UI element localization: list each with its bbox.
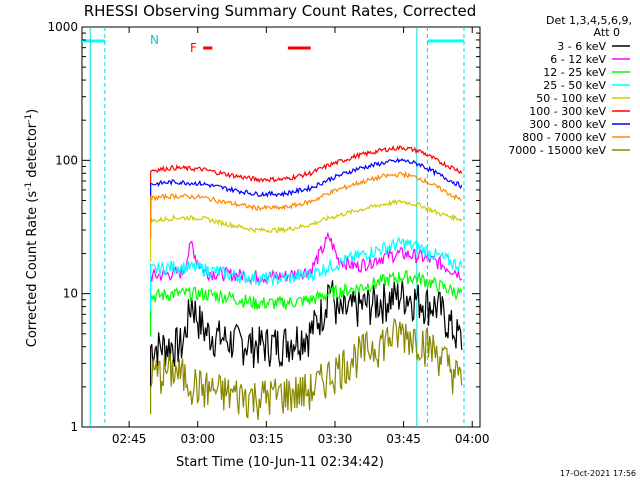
flag-label: F [190, 41, 197, 55]
plot-overlays [82, 27, 465, 427]
y-axis-label-part-1: Corrected Count Rate (s [25, 191, 40, 348]
series-line-5 [150, 144, 463, 211]
y-tick-label-0: 1 [70, 420, 78, 434]
x-tick-label-4: 03:45 [386, 432, 421, 446]
series-line-8 [150, 317, 463, 420]
series-line-6 [150, 157, 463, 225]
series-line-3 [150, 235, 463, 311]
legend-label-8: 7000 - 15000 keV [508, 144, 606, 157]
y-axis-label-sup-1: -1 [24, 182, 34, 191]
x-tick-label-0: 02:45 [112, 432, 147, 446]
footer-date: 17-Oct-2021 17:56 [560, 469, 636, 478]
x-axis-label: Start Time (10-Jun-11 02:34:42) [176, 455, 384, 470]
data-series [150, 144, 463, 420]
legend-header-line-2: Att 0 [594, 26, 620, 39]
legend-header-line-1: Det 1,3,4,5,6,9, [546, 14, 632, 27]
y-axis-label-part-2: detector [25, 122, 40, 182]
legend-label-3: 25 - 50 keV [543, 79, 606, 92]
chart-title: RHESSI Observing Summary Count Rates, Co… [84, 2, 477, 20]
series-line-4 [150, 198, 463, 262]
legend-label-1: 6 - 12 keV [550, 53, 606, 66]
axis-ticks: 02:45 03:00 03:15 03:30 03:45 04:00 1 10 100 1000 [47, 20, 489, 446]
y-axis-label-part-3: ) [25, 109, 40, 114]
y-axis-label-sup-2: -1 [24, 114, 34, 123]
legend-label-0: 3 - 6 keV [557, 40, 606, 53]
y-axis-label: Corrected Count Rate (s-1 detector-1) [24, 109, 40, 347]
y-tick-label-2: 100 [55, 153, 78, 167]
x-tick-label-5: 04:00 [455, 432, 490, 446]
x-tick-label-3: 03:30 [318, 432, 353, 446]
series-line-7 [150, 170, 462, 239]
x-tick-label-2: 03:15 [249, 432, 284, 446]
legend-label-6: 300 - 800 keV [529, 118, 606, 131]
legend-label-2: 12 - 25 keV [543, 66, 606, 79]
y-tick-label-3: 1000 [47, 20, 78, 34]
x-tick-label-1: 03:00 [180, 432, 215, 446]
legend-label-5: 100 - 300 keV [529, 105, 606, 118]
night-label: N [150, 33, 159, 47]
y-tick-label-1: 10 [63, 287, 78, 301]
legend-label-4: 50 - 100 keV [536, 92, 606, 105]
series-line-2 [150, 269, 463, 337]
legend-label-7: 800 - 7000 keV [522, 131, 606, 144]
plot-frame [81, 26, 481, 428]
series-line-0 [150, 279, 463, 387]
